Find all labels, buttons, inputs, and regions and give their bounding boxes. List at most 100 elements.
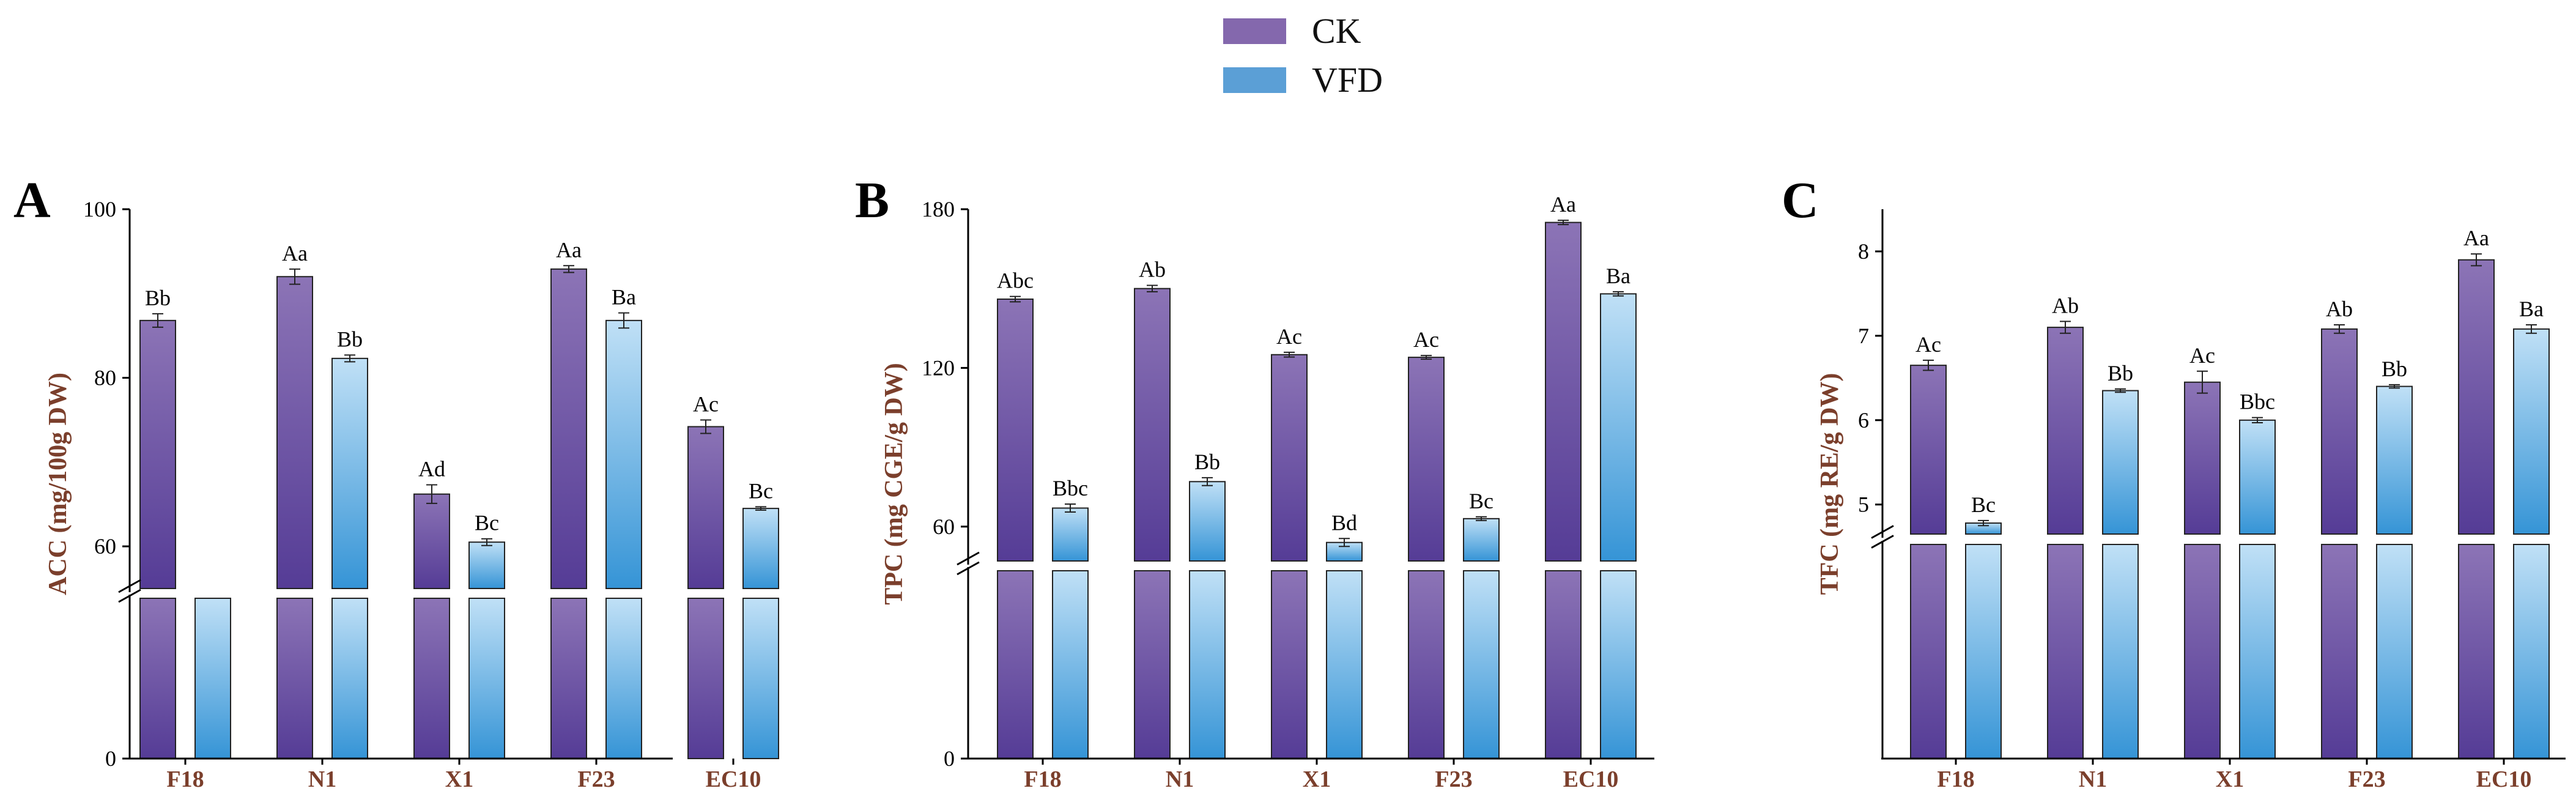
bar-ck-f23-lower (2321, 544, 2358, 759)
bar-ck-x1-upper (413, 493, 450, 590)
significance-label: Aa (556, 237, 582, 262)
significance-label: Aa (1550, 192, 1576, 217)
bar-ck-f18-lower (139, 598, 176, 759)
chart-panel-a: A ACC (mg/100g DW) Bb F18 Aa Bb N1 Ad Bc X1 Aa Ba F2… (13, 172, 779, 792)
bar-ck-f18-upper (997, 298, 1034, 562)
bar-ck-f23-lower (1408, 570, 1445, 759)
bar-ck-ec10-upper (2458, 259, 2495, 535)
significance-label: Bb (2382, 357, 2407, 381)
bar-vfd-f23-lower (605, 598, 642, 759)
panel-letter: C (1782, 172, 1819, 229)
axis-break-mark (118, 579, 141, 593)
bar-ck-ec10-lower (687, 598, 724, 759)
panel-letter: B (855, 172, 889, 229)
bar-vfd-x1-lower (1326, 570, 1363, 759)
bar-vfd-x1-lower (2239, 544, 2276, 759)
significance-label: Ac (693, 392, 719, 416)
bar-vfd-x1-upper (468, 541, 505, 590)
chart-panel-b: B TPC (mg CGE/g DW) Abc Bbc F18 Ab Bb N1 Ac Bd X1 A… (855, 172, 1654, 792)
bar-ck-x1-lower (2184, 544, 2221, 759)
axis-break-mark (1871, 525, 1894, 539)
significance-label: Ba (1606, 264, 1630, 288)
x-tick-label: EC10 (1563, 767, 1619, 792)
significance-label: Bbc (1053, 476, 1088, 500)
axis-break-mark (1871, 535, 1894, 549)
significance-label: Bc (749, 478, 773, 503)
bar-vfd-ec10-upper (742, 508, 779, 589)
bar-vfd-f18-upper (1052, 507, 1089, 562)
bar-vfd-n1-upper (1189, 481, 1226, 562)
bar-ck-f23-upper (550, 268, 587, 590)
bar-vfd-f23-lower (1463, 570, 1500, 759)
significance-label: Ab (2326, 297, 2353, 321)
significance-label: Ad (418, 457, 445, 481)
bar-ck-n1-lower (276, 598, 313, 759)
legend-item-ck[interactable]: CK (1223, 13, 1361, 49)
x-tick-label: F18 (1024, 767, 1061, 792)
y-tick-label: 0 (944, 746, 955, 771)
x-tick-label: F23 (1435, 767, 1472, 792)
bar-ck-ec10-upper (687, 426, 724, 589)
bar-vfd-f23-upper (1463, 518, 1500, 562)
significance-label: Bc (475, 511, 499, 535)
significance-label: Ac (1413, 327, 1439, 352)
bar-ck-x1-lower (413, 598, 450, 759)
bar-vfd-f23-lower (2376, 544, 2413, 759)
legend-swatch-vfd (1223, 67, 1286, 93)
bar-vfd-x1-lower (468, 598, 505, 759)
y-tick-label: 100 (83, 197, 116, 221)
y-tick-label: 60 (933, 514, 955, 539)
bar-ck-f23-upper (2321, 328, 2358, 535)
y-tick-label: 7 (1858, 324, 1869, 348)
bar-ck-x1-lower (1271, 570, 1308, 759)
significance-label: Aa (282, 241, 308, 265)
significance-label: Ac (1915, 332, 1941, 357)
bar-vfd-n1-upper (2102, 390, 2139, 535)
legend-label-vfd: VFD (1312, 60, 1383, 100)
bar-ck-f18-lower (1910, 544, 1947, 759)
significance-label: Bbc (2240, 390, 2275, 414)
x-tick-label: N1 (308, 767, 336, 792)
bar-vfd-f23-upper (2376, 385, 2413, 535)
bar-ck-x1-upper (1271, 354, 1308, 562)
legend-swatch-ck (1223, 18, 1286, 44)
y-axis-label: TFC (mg RE/g DW) (1816, 373, 1844, 595)
axis-break-mark (957, 551, 980, 566)
significance-label: Aa (2463, 226, 2489, 250)
bar-vfd-ec10-lower (1600, 570, 1637, 759)
significance-label: Bb (1194, 450, 1220, 474)
legend-item-vfd[interactable]: VFD (1223, 62, 1383, 98)
x-tick-label: F23 (577, 767, 615, 792)
x-tick-label: EC10 (2476, 767, 2532, 792)
x-tick-label: X1 (445, 767, 473, 792)
bar-vfd-n1-lower (2102, 544, 2139, 759)
significance-label: Ba (2519, 297, 2544, 321)
bar-ck-n1-lower (2047, 544, 2084, 759)
y-tick-label: 0 (105, 746, 116, 771)
bar-vfd-f18-lower (1965, 544, 2002, 759)
significance-label: Bc (1971, 492, 1996, 517)
x-tick-label: X1 (1303, 767, 1331, 792)
y-tick-label: 180 (922, 197, 955, 221)
y-tick-label: 120 (922, 355, 955, 380)
bar-vfd-f23-upper (605, 319, 642, 589)
bar-ck-ec10-lower (2458, 544, 2495, 759)
bar-vfd-f18-lower (194, 598, 231, 759)
bar-ck-n1-upper (1134, 288, 1171, 562)
bar-vfd-ec10-upper (2513, 328, 2550, 535)
bar-ck-x1-upper (2184, 381, 2221, 535)
significance-label: Bc (1469, 489, 1493, 513)
x-tick-label: F18 (1937, 767, 1974, 792)
bar-ck-f18-upper (139, 319, 176, 589)
significance-label: Bb (337, 327, 363, 351)
chart-panel-c: C TFC (mg RE/g DW) Ac Bc F18 Ab Bb N1 Ac Bbc X1 Ab B… (1782, 172, 2566, 792)
x-tick-label: N1 (1166, 767, 1194, 792)
bar-ck-n1-upper (2047, 327, 2084, 535)
y-axis-label: TPC (mg CGE/g DW) (880, 363, 908, 604)
legend: CK VFD (1223, 6, 1468, 98)
bar-ck-f18-upper (1910, 365, 1947, 535)
x-tick-label: X1 (2216, 767, 2244, 792)
significance-label: Ac (2189, 343, 2215, 368)
bar-ck-n1-lower (1134, 570, 1171, 759)
